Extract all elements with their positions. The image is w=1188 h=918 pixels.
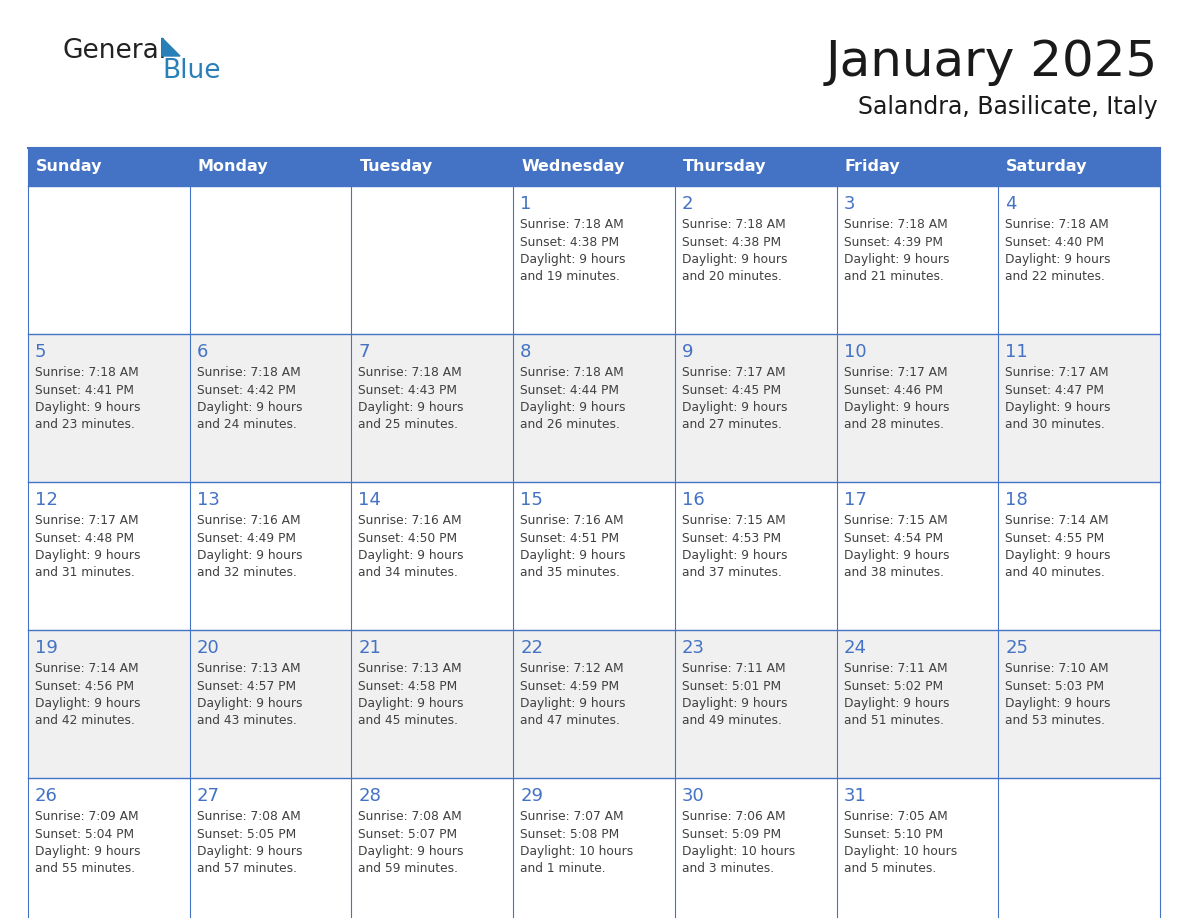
Text: 19: 19 — [34, 639, 58, 657]
Text: Sunrise: 7:18 AM
Sunset: 4:38 PM
Daylight: 9 hours
and 19 minutes.: Sunrise: 7:18 AM Sunset: 4:38 PM Dayligh… — [520, 218, 626, 284]
Text: Sunrise: 7:18 AM
Sunset: 4:39 PM
Daylight: 9 hours
and 21 minutes.: Sunrise: 7:18 AM Sunset: 4:39 PM Dayligh… — [843, 218, 949, 284]
Text: Sunrise: 7:11 AM
Sunset: 5:02 PM
Daylight: 9 hours
and 51 minutes.: Sunrise: 7:11 AM Sunset: 5:02 PM Dayligh… — [843, 662, 949, 727]
Text: Sunrise: 7:12 AM
Sunset: 4:59 PM
Daylight: 9 hours
and 47 minutes.: Sunrise: 7:12 AM Sunset: 4:59 PM Dayligh… — [520, 662, 626, 727]
Text: Sunrise: 7:15 AM
Sunset: 4:53 PM
Daylight: 9 hours
and 37 minutes.: Sunrise: 7:15 AM Sunset: 4:53 PM Dayligh… — [682, 514, 788, 579]
Text: Sunrise: 7:18 AM
Sunset: 4:38 PM
Daylight: 9 hours
and 20 minutes.: Sunrise: 7:18 AM Sunset: 4:38 PM Dayligh… — [682, 218, 788, 284]
Text: 2: 2 — [682, 195, 694, 213]
Text: 12: 12 — [34, 491, 58, 509]
Bar — [29, 630, 1159, 778]
Text: January 2025: January 2025 — [826, 38, 1158, 86]
Text: Sunrise: 7:10 AM
Sunset: 5:03 PM
Daylight: 9 hours
and 53 minutes.: Sunrise: 7:10 AM Sunset: 5:03 PM Dayligh… — [1005, 662, 1111, 727]
Text: 23: 23 — [682, 639, 704, 657]
Text: 26: 26 — [34, 787, 58, 805]
Text: 18: 18 — [1005, 491, 1028, 509]
Bar — [29, 334, 1159, 482]
Text: 29: 29 — [520, 787, 543, 805]
Text: 5: 5 — [34, 343, 46, 361]
Text: General: General — [62, 38, 166, 64]
Text: 24: 24 — [843, 639, 866, 657]
Text: Sunrise: 7:08 AM
Sunset: 5:05 PM
Daylight: 9 hours
and 57 minutes.: Sunrise: 7:08 AM Sunset: 5:05 PM Dayligh… — [197, 810, 302, 876]
Text: 30: 30 — [682, 787, 704, 805]
Text: 13: 13 — [197, 491, 220, 509]
Text: 8: 8 — [520, 343, 531, 361]
Text: Sunrise: 7:13 AM
Sunset: 4:58 PM
Daylight: 9 hours
and 45 minutes.: Sunrise: 7:13 AM Sunset: 4:58 PM Dayligh… — [359, 662, 465, 727]
Text: Friday: Friday — [845, 160, 901, 174]
Text: Sunrise: 7:17 AM
Sunset: 4:45 PM
Daylight: 9 hours
and 27 minutes.: Sunrise: 7:17 AM Sunset: 4:45 PM Dayligh… — [682, 366, 788, 431]
Text: Sunrise: 7:17 AM
Sunset: 4:47 PM
Daylight: 9 hours
and 30 minutes.: Sunrise: 7:17 AM Sunset: 4:47 PM Dayligh… — [1005, 366, 1111, 431]
Text: Sunrise: 7:09 AM
Sunset: 5:04 PM
Daylight: 9 hours
and 55 minutes.: Sunrise: 7:09 AM Sunset: 5:04 PM Dayligh… — [34, 810, 140, 876]
Text: Saturday: Saturday — [1006, 160, 1088, 174]
Text: Sunrise: 7:14 AM
Sunset: 4:55 PM
Daylight: 9 hours
and 40 minutes.: Sunrise: 7:14 AM Sunset: 4:55 PM Dayligh… — [1005, 514, 1111, 579]
Text: 9: 9 — [682, 343, 694, 361]
Bar — [29, 186, 1159, 334]
Text: Thursday: Thursday — [683, 160, 766, 174]
Text: Sunrise: 7:18 AM
Sunset: 4:44 PM
Daylight: 9 hours
and 26 minutes.: Sunrise: 7:18 AM Sunset: 4:44 PM Dayligh… — [520, 366, 626, 431]
Text: Monday: Monday — [197, 160, 268, 174]
Text: Sunrise: 7:05 AM
Sunset: 5:10 PM
Daylight: 10 hours
and 5 minutes.: Sunrise: 7:05 AM Sunset: 5:10 PM Dayligh… — [843, 810, 956, 876]
Text: 3: 3 — [843, 195, 855, 213]
Text: 27: 27 — [197, 787, 220, 805]
Text: 1: 1 — [520, 195, 531, 213]
Text: Sunrise: 7:18 AM
Sunset: 4:43 PM
Daylight: 9 hours
and 25 minutes.: Sunrise: 7:18 AM Sunset: 4:43 PM Dayligh… — [359, 366, 465, 431]
Text: 22: 22 — [520, 639, 543, 657]
Text: 20: 20 — [197, 639, 220, 657]
Text: 31: 31 — [843, 787, 866, 805]
Text: 4: 4 — [1005, 195, 1017, 213]
Text: 21: 21 — [359, 639, 381, 657]
Text: Blue: Blue — [162, 58, 221, 84]
Text: Sunrise: 7:16 AM
Sunset: 4:49 PM
Daylight: 9 hours
and 32 minutes.: Sunrise: 7:16 AM Sunset: 4:49 PM Dayligh… — [197, 514, 302, 579]
Text: Sunrise: 7:18 AM
Sunset: 4:41 PM
Daylight: 9 hours
and 23 minutes.: Sunrise: 7:18 AM Sunset: 4:41 PM Dayligh… — [34, 366, 140, 431]
Text: Sunrise: 7:14 AM
Sunset: 4:56 PM
Daylight: 9 hours
and 42 minutes.: Sunrise: 7:14 AM Sunset: 4:56 PM Dayligh… — [34, 662, 140, 727]
Text: Sunrise: 7:16 AM
Sunset: 4:51 PM
Daylight: 9 hours
and 35 minutes.: Sunrise: 7:16 AM Sunset: 4:51 PM Dayligh… — [520, 514, 626, 579]
Text: Sunrise: 7:08 AM
Sunset: 5:07 PM
Daylight: 9 hours
and 59 minutes.: Sunrise: 7:08 AM Sunset: 5:07 PM Dayligh… — [359, 810, 465, 876]
Bar — [29, 482, 1159, 630]
Text: 25: 25 — [1005, 639, 1029, 657]
Text: Sunrise: 7:11 AM
Sunset: 5:01 PM
Daylight: 9 hours
and 49 minutes.: Sunrise: 7:11 AM Sunset: 5:01 PM Dayligh… — [682, 662, 788, 727]
Text: Sunrise: 7:17 AM
Sunset: 4:48 PM
Daylight: 9 hours
and 31 minutes.: Sunrise: 7:17 AM Sunset: 4:48 PM Dayligh… — [34, 514, 140, 579]
Polygon shape — [162, 38, 181, 56]
Text: Sunrise: 7:16 AM
Sunset: 4:50 PM
Daylight: 9 hours
and 34 minutes.: Sunrise: 7:16 AM Sunset: 4:50 PM Dayligh… — [359, 514, 465, 579]
Text: 6: 6 — [197, 343, 208, 361]
Text: Sunday: Sunday — [36, 160, 102, 174]
Text: 28: 28 — [359, 787, 381, 805]
Text: Sunrise: 7:07 AM
Sunset: 5:08 PM
Daylight: 10 hours
and 1 minute.: Sunrise: 7:07 AM Sunset: 5:08 PM Dayligh… — [520, 810, 633, 876]
Text: Sunrise: 7:15 AM
Sunset: 4:54 PM
Daylight: 9 hours
and 38 minutes.: Sunrise: 7:15 AM Sunset: 4:54 PM Dayligh… — [843, 514, 949, 579]
Text: 11: 11 — [1005, 343, 1028, 361]
Text: Tuesday: Tuesday — [360, 160, 432, 174]
Text: Sunrise: 7:17 AM
Sunset: 4:46 PM
Daylight: 9 hours
and 28 minutes.: Sunrise: 7:17 AM Sunset: 4:46 PM Dayligh… — [843, 366, 949, 431]
Text: Wednesday: Wednesday — [522, 160, 625, 174]
Bar — [29, 148, 1159, 186]
Text: Sunrise: 7:18 AM
Sunset: 4:42 PM
Daylight: 9 hours
and 24 minutes.: Sunrise: 7:18 AM Sunset: 4:42 PM Dayligh… — [197, 366, 302, 431]
Bar — [29, 778, 1159, 918]
Text: 7: 7 — [359, 343, 369, 361]
Text: Sunrise: 7:18 AM
Sunset: 4:40 PM
Daylight: 9 hours
and 22 minutes.: Sunrise: 7:18 AM Sunset: 4:40 PM Dayligh… — [1005, 218, 1111, 284]
Text: Sunrise: 7:06 AM
Sunset: 5:09 PM
Daylight: 10 hours
and 3 minutes.: Sunrise: 7:06 AM Sunset: 5:09 PM Dayligh… — [682, 810, 795, 876]
Text: 17: 17 — [843, 491, 866, 509]
Text: 14: 14 — [359, 491, 381, 509]
Text: 15: 15 — [520, 491, 543, 509]
Text: 10: 10 — [843, 343, 866, 361]
Text: Sunrise: 7:13 AM
Sunset: 4:57 PM
Daylight: 9 hours
and 43 minutes.: Sunrise: 7:13 AM Sunset: 4:57 PM Dayligh… — [197, 662, 302, 727]
Text: 16: 16 — [682, 491, 704, 509]
Text: Salandra, Basilicate, Italy: Salandra, Basilicate, Italy — [858, 95, 1158, 119]
